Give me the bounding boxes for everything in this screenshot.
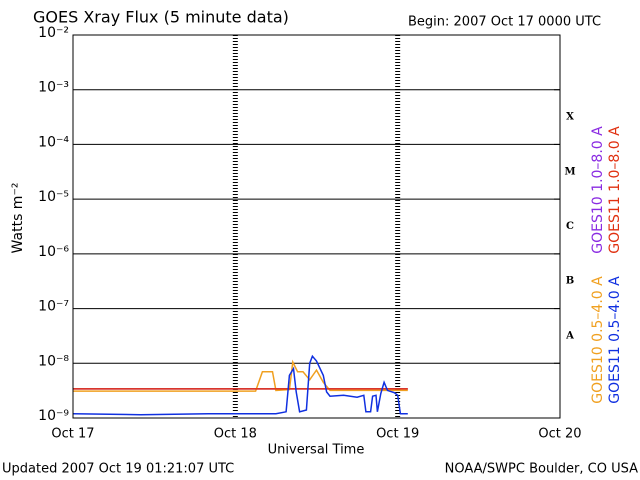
x-tick-label: Oct 19 — [376, 427, 419, 442]
flare-class-label: A — [565, 330, 574, 341]
y-tick-label: 10⁻⁶ — [38, 244, 69, 260]
x-tick-label: Oct 18 — [214, 427, 257, 442]
y-tick-label: 10⁻² — [38, 25, 69, 41]
x-tick-label: Oct 17 — [51, 427, 94, 442]
y-tick-label: 10⁻⁸ — [38, 353, 69, 369]
legend-entry: GOES10 0.5–4.0 A — [590, 276, 606, 404]
x-tick-label: Oct 20 — [538, 427, 581, 442]
flare-class-label: M — [564, 166, 575, 177]
x-axis-label: Universal Time — [268, 443, 365, 458]
flare-class-label: B — [566, 276, 574, 287]
series-line — [73, 359, 408, 392]
y-tick-label: 10⁻⁷ — [38, 299, 69, 315]
chart-subtitle: Begin: 2007 Oct 17 0000 UTC — [408, 15, 601, 30]
y-tick-label: 10⁻⁹ — [38, 408, 69, 424]
y-tick-label: 10⁻⁴ — [38, 134, 69, 150]
chart-title: GOES Xray Flux (5 minute data) — [33, 8, 289, 27]
footer-left: Updated 2007 Oct 19 01:21:07 UTC — [2, 462, 234, 477]
legend-entry: GOES11 0.5–4.0 A — [607, 276, 623, 404]
y-tick-label: 10⁻³ — [38, 80, 69, 96]
flare-class-label: X — [566, 112, 574, 123]
legend-entry: GOES10 1.0–8.0 A — [590, 126, 606, 254]
legend-entry: GOES11 1.0–8.0 A — [607, 126, 623, 254]
series-line — [72, 354, 408, 416]
footer-right: NOAA/SWPC Boulder, CO USA — [445, 462, 638, 477]
y-tick-label: 10⁻⁵ — [38, 189, 69, 205]
flare-class-label: C — [566, 221, 574, 232]
plot-frame — [72, 34, 561, 419]
y-axis-label: Watts m⁻² — [10, 183, 26, 254]
